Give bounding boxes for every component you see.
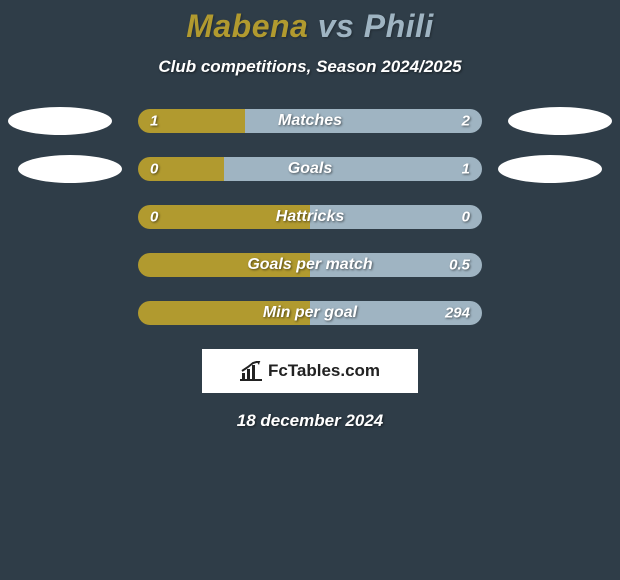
stat-label: Goals per match [247, 256, 372, 274]
rank-ellipse-left [8, 107, 112, 135]
vs-separator: vs [308, 8, 363, 44]
stat-value-right: 2 [462, 113, 470, 130]
brand-badge: FcTables.com [202, 349, 418, 393]
stat-value-right: 1 [462, 161, 470, 178]
stat-value-right: 294 [445, 305, 470, 322]
page-title: Mabena vs Phili [186, 8, 434, 45]
stat-value-left: 0 [150, 209, 158, 226]
stat-label: Hattricks [276, 208, 344, 226]
brand-text: FcTables.com [268, 361, 380, 381]
stat-bar: Matches 1 2 [138, 109, 482, 133]
stat-label: Goals [288, 160, 332, 178]
stat-bar: Hattricks 0 0 [138, 205, 482, 229]
stat-row: Matches 1 2 [0, 109, 620, 133]
player2-name: Phili [364, 8, 434, 44]
stat-label: Min per goal [263, 304, 357, 322]
player1-name: Mabena [186, 8, 308, 44]
stat-bar: Goals per match 0.5 [138, 253, 482, 277]
stat-row: Hattricks 0 0 [0, 205, 620, 229]
stat-label: Matches [278, 112, 342, 130]
rank-ellipse-right [498, 155, 602, 183]
stat-row: Goals 0 1 [0, 157, 620, 181]
comparison-infographic: Mabena vs Phili Club competitions, Seaso… [0, 0, 620, 580]
stat-value-left: 0 [150, 161, 158, 178]
stat-value-left: 1 [150, 113, 158, 130]
stat-row: Goals per match 0.5 [0, 253, 620, 277]
bar-right-fill [224, 157, 482, 181]
date-text: 18 december 2024 [237, 411, 384, 431]
subtitle: Club competitions, Season 2024/2025 [158, 57, 461, 77]
stat-bar: Goals 0 1 [138, 157, 482, 181]
rank-ellipse-left [18, 155, 122, 183]
stat-rows: Matches 1 2 Goals 0 1 Hattricks 0 0 Goals per mat… [0, 109, 620, 325]
stat-value-right: 0.5 [449, 257, 470, 274]
stat-row: Min per goal 294 [0, 301, 620, 325]
chart-icon [240, 361, 262, 381]
stat-bar: Min per goal 294 [138, 301, 482, 325]
rank-ellipse-right [508, 107, 612, 135]
stat-value-right: 0 [462, 209, 470, 226]
